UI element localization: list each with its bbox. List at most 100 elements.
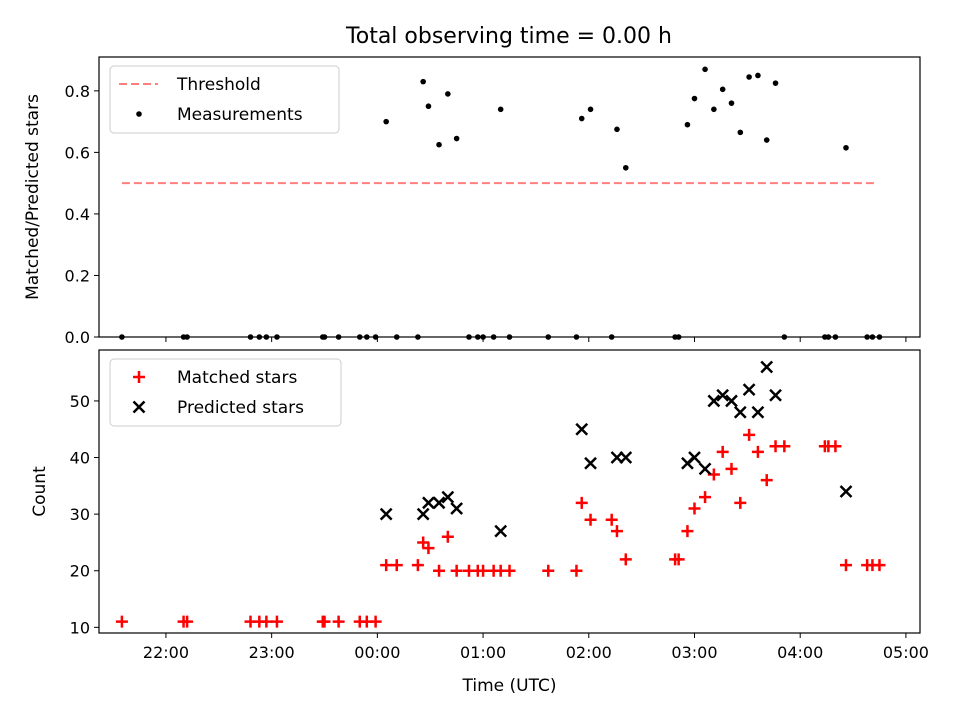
measurement-point <box>737 129 744 136</box>
y-tick-label: 0.0 <box>65 328 90 347</box>
y-tick-label: 10 <box>70 618 90 637</box>
measurement-point <box>420 78 426 85</box>
measurement-point <box>684 121 691 128</box>
predicted-star-point <box>751 405 765 419</box>
y-tick-label: 0.8 <box>65 82 90 101</box>
predicted-star-point <box>379 507 393 521</box>
predicted-star-point <box>422 496 435 510</box>
predicted-star-point <box>619 451 633 464</box>
predicted-star-point <box>733 405 747 419</box>
x-tick-label: 04:00 <box>777 643 823 662</box>
legend: Threshold Measurements <box>109 65 340 134</box>
matched-star-point <box>390 559 403 572</box>
measurement-point <box>614 126 620 133</box>
matched-star-point <box>422 542 435 555</box>
y-tick-label: 0.6 <box>65 143 90 162</box>
x-tick-label: 23:00 <box>249 643 295 662</box>
matched-star-point <box>734 496 747 509</box>
y-axis-label: Count <box>30 466 50 517</box>
measurement-point <box>497 106 504 113</box>
y-axis-label: Matched/Predicted stars <box>23 94 43 300</box>
predicted-star-point <box>575 422 589 436</box>
measurement-point <box>622 164 629 171</box>
predicted-star-point <box>769 388 782 402</box>
matched-star-point <box>318 615 331 628</box>
matched-star-point <box>181 615 194 628</box>
y-tick-label: 50 <box>70 392 90 411</box>
predicted-star-point <box>760 360 774 374</box>
legend-label: Predicted stars <box>177 398 304 418</box>
measurement-point <box>763 137 770 143</box>
y-tick-label: 40 <box>70 449 90 468</box>
legend-box <box>109 358 342 427</box>
figure-title: Total observing time = 0.00 h <box>345 24 672 49</box>
predicted-star-point <box>416 507 430 521</box>
axes-frame <box>98 56 921 338</box>
predicted-star-point <box>698 462 712 476</box>
predicted-star-point <box>432 496 446 510</box>
matched-star-point <box>411 559 424 572</box>
measurement-point <box>746 74 752 80</box>
matched-star-point <box>778 440 791 453</box>
x-tick-label: 00:00 <box>354 643 400 662</box>
x-tick-label: 05:00 <box>883 643 929 662</box>
predicted-star-point <box>494 524 508 538</box>
measurement-point <box>578 115 585 122</box>
matched-star-point <box>433 564 446 577</box>
measurement-point <box>587 106 594 113</box>
matched-star-point <box>441 530 454 543</box>
bottom-panel: 10 20 30 40 50 22:00 23:00 00:00 01:00 02:00 03:00… <box>30 349 929 696</box>
matched-star-point <box>688 502 701 515</box>
matched-star-point <box>716 445 729 458</box>
measurement-point <box>843 144 849 151</box>
legend-predicted-swatch <box>132 400 146 414</box>
matched-star-point <box>570 564 583 577</box>
matched-star-point <box>605 513 618 526</box>
matched-star-point <box>575 496 588 509</box>
measurement-point <box>691 95 698 102</box>
matched-star-point <box>417 536 430 549</box>
predicted-star-point <box>742 383 756 397</box>
legend-box <box>109 65 340 134</box>
matched-star-point <box>681 525 694 538</box>
measurement-point <box>728 100 735 106</box>
measurement-point <box>425 103 432 110</box>
measurement-point <box>383 118 389 125</box>
matched-star-point <box>332 615 345 628</box>
matched-star-point <box>829 440 842 453</box>
measurement-point <box>711 106 717 113</box>
matched-star-point <box>450 564 463 577</box>
matched-star-point <box>270 615 283 628</box>
legend-label: Threshold <box>176 75 261 95</box>
measurement-point <box>772 80 779 86</box>
axes-frame <box>98 349 921 634</box>
matched-star-point <box>840 559 853 572</box>
matched-star-point <box>743 428 756 441</box>
matched-star-point <box>115 615 128 628</box>
measurement-point <box>755 72 761 79</box>
matched-star-point <box>503 564 516 577</box>
legend-label: Measurements <box>177 105 303 125</box>
legend: Matched stars Predicted stars <box>109 358 342 427</box>
y-tick-label: 20 <box>70 562 90 581</box>
matched-star-point <box>369 615 382 628</box>
predicted-star-point <box>688 451 701 464</box>
legend-measurement-swatch <box>136 111 142 117</box>
measurement-point <box>453 135 460 142</box>
y-tick-label: 0.2 <box>65 266 90 285</box>
x-tick-label: 01:00 <box>460 643 506 662</box>
matched-star-point <box>610 525 623 538</box>
matched-star-point <box>751 445 764 458</box>
x-axis-label: Time (UTC) <box>462 676 557 696</box>
matched-star-point <box>672 553 685 566</box>
measurement-point <box>445 91 451 97</box>
x-tick-label: 22:00 <box>143 643 189 662</box>
measurement-point <box>719 86 726 93</box>
matched-star-point <box>584 513 597 526</box>
predicted-star-point <box>725 394 738 408</box>
top-panel: 0.0 0.2 0.4 0.6 0.8 Matched/Predicted stars Th… <box>23 56 921 347</box>
predicted-star-point <box>839 485 853 498</box>
matched-star-point <box>477 564 490 577</box>
legend-label: Matched stars <box>177 368 297 388</box>
